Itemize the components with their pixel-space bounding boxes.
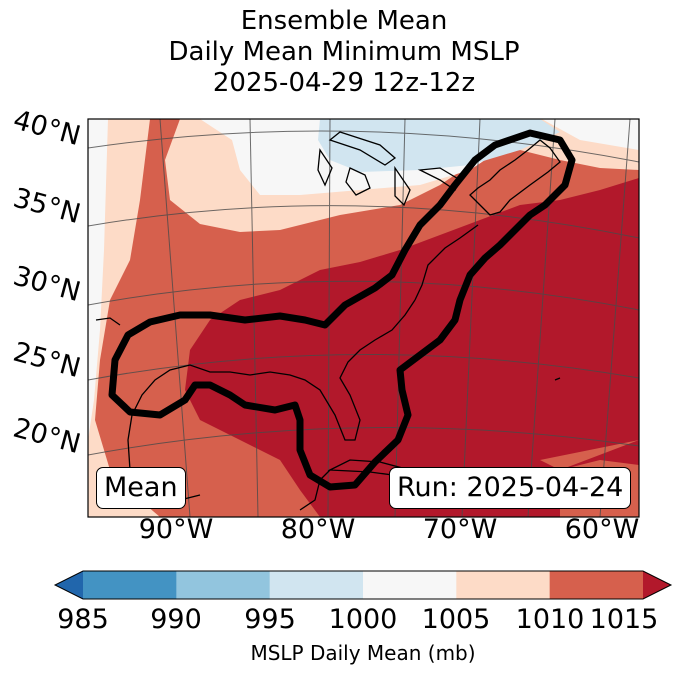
colorbar-extend-high [643, 571, 671, 599]
colorbar-extend-low [55, 571, 83, 599]
mean-label-box: Mean [96, 467, 186, 509]
colorbar-tick-990: 990 [150, 604, 202, 635]
fill-1000-1005-west [88, 119, 108, 440]
title-line-1: Ensemble Mean [240, 6, 448, 36]
colorbar-outline [53, 570, 673, 600]
lon-label-70: 70°W [422, 514, 498, 545]
chart-title: Ensemble Mean Daily Mean Minimum MSLP 20… [0, 6, 688, 99]
colorbar-segment-1010 [549, 571, 644, 599]
colorbar-segment-985 [83, 571, 177, 599]
map-frame [87, 118, 640, 518]
colorbar-segment-990 [176, 571, 271, 599]
colorbar-segment-1000 [363, 571, 457, 599]
run-date-box: Run: 2025-04-24 [389, 467, 632, 509]
colorbar-tick-1005: 1005 [421, 604, 491, 635]
title-line-2: Daily Mean Minimum MSLP [168, 37, 520, 67]
colorbar-tick-1000: 1000 [328, 604, 398, 635]
colorbar-segment-1005 [456, 571, 551, 599]
lon-label-60: 60°W [564, 514, 640, 545]
colorbar-tick-985: 985 [57, 604, 109, 635]
lon-label-80: 80°W [280, 514, 356, 545]
title-line-3: 2025-04-29 12z-12z [212, 68, 476, 98]
colorbar-tick-1010: 1010 [515, 604, 585, 635]
contour-1015 [108, 129, 576, 491]
colorbar-segment-995 [269, 571, 364, 599]
colorbar-tick-995: 995 [244, 604, 296, 635]
colorbar-tick-1015: 1015 [589, 604, 659, 635]
lon-label-90: 90°W [138, 514, 214, 545]
fill-1005-1010-west [88, 119, 160, 517]
colorbar-label: MSLP Daily Mean (mb) [250, 641, 476, 665]
